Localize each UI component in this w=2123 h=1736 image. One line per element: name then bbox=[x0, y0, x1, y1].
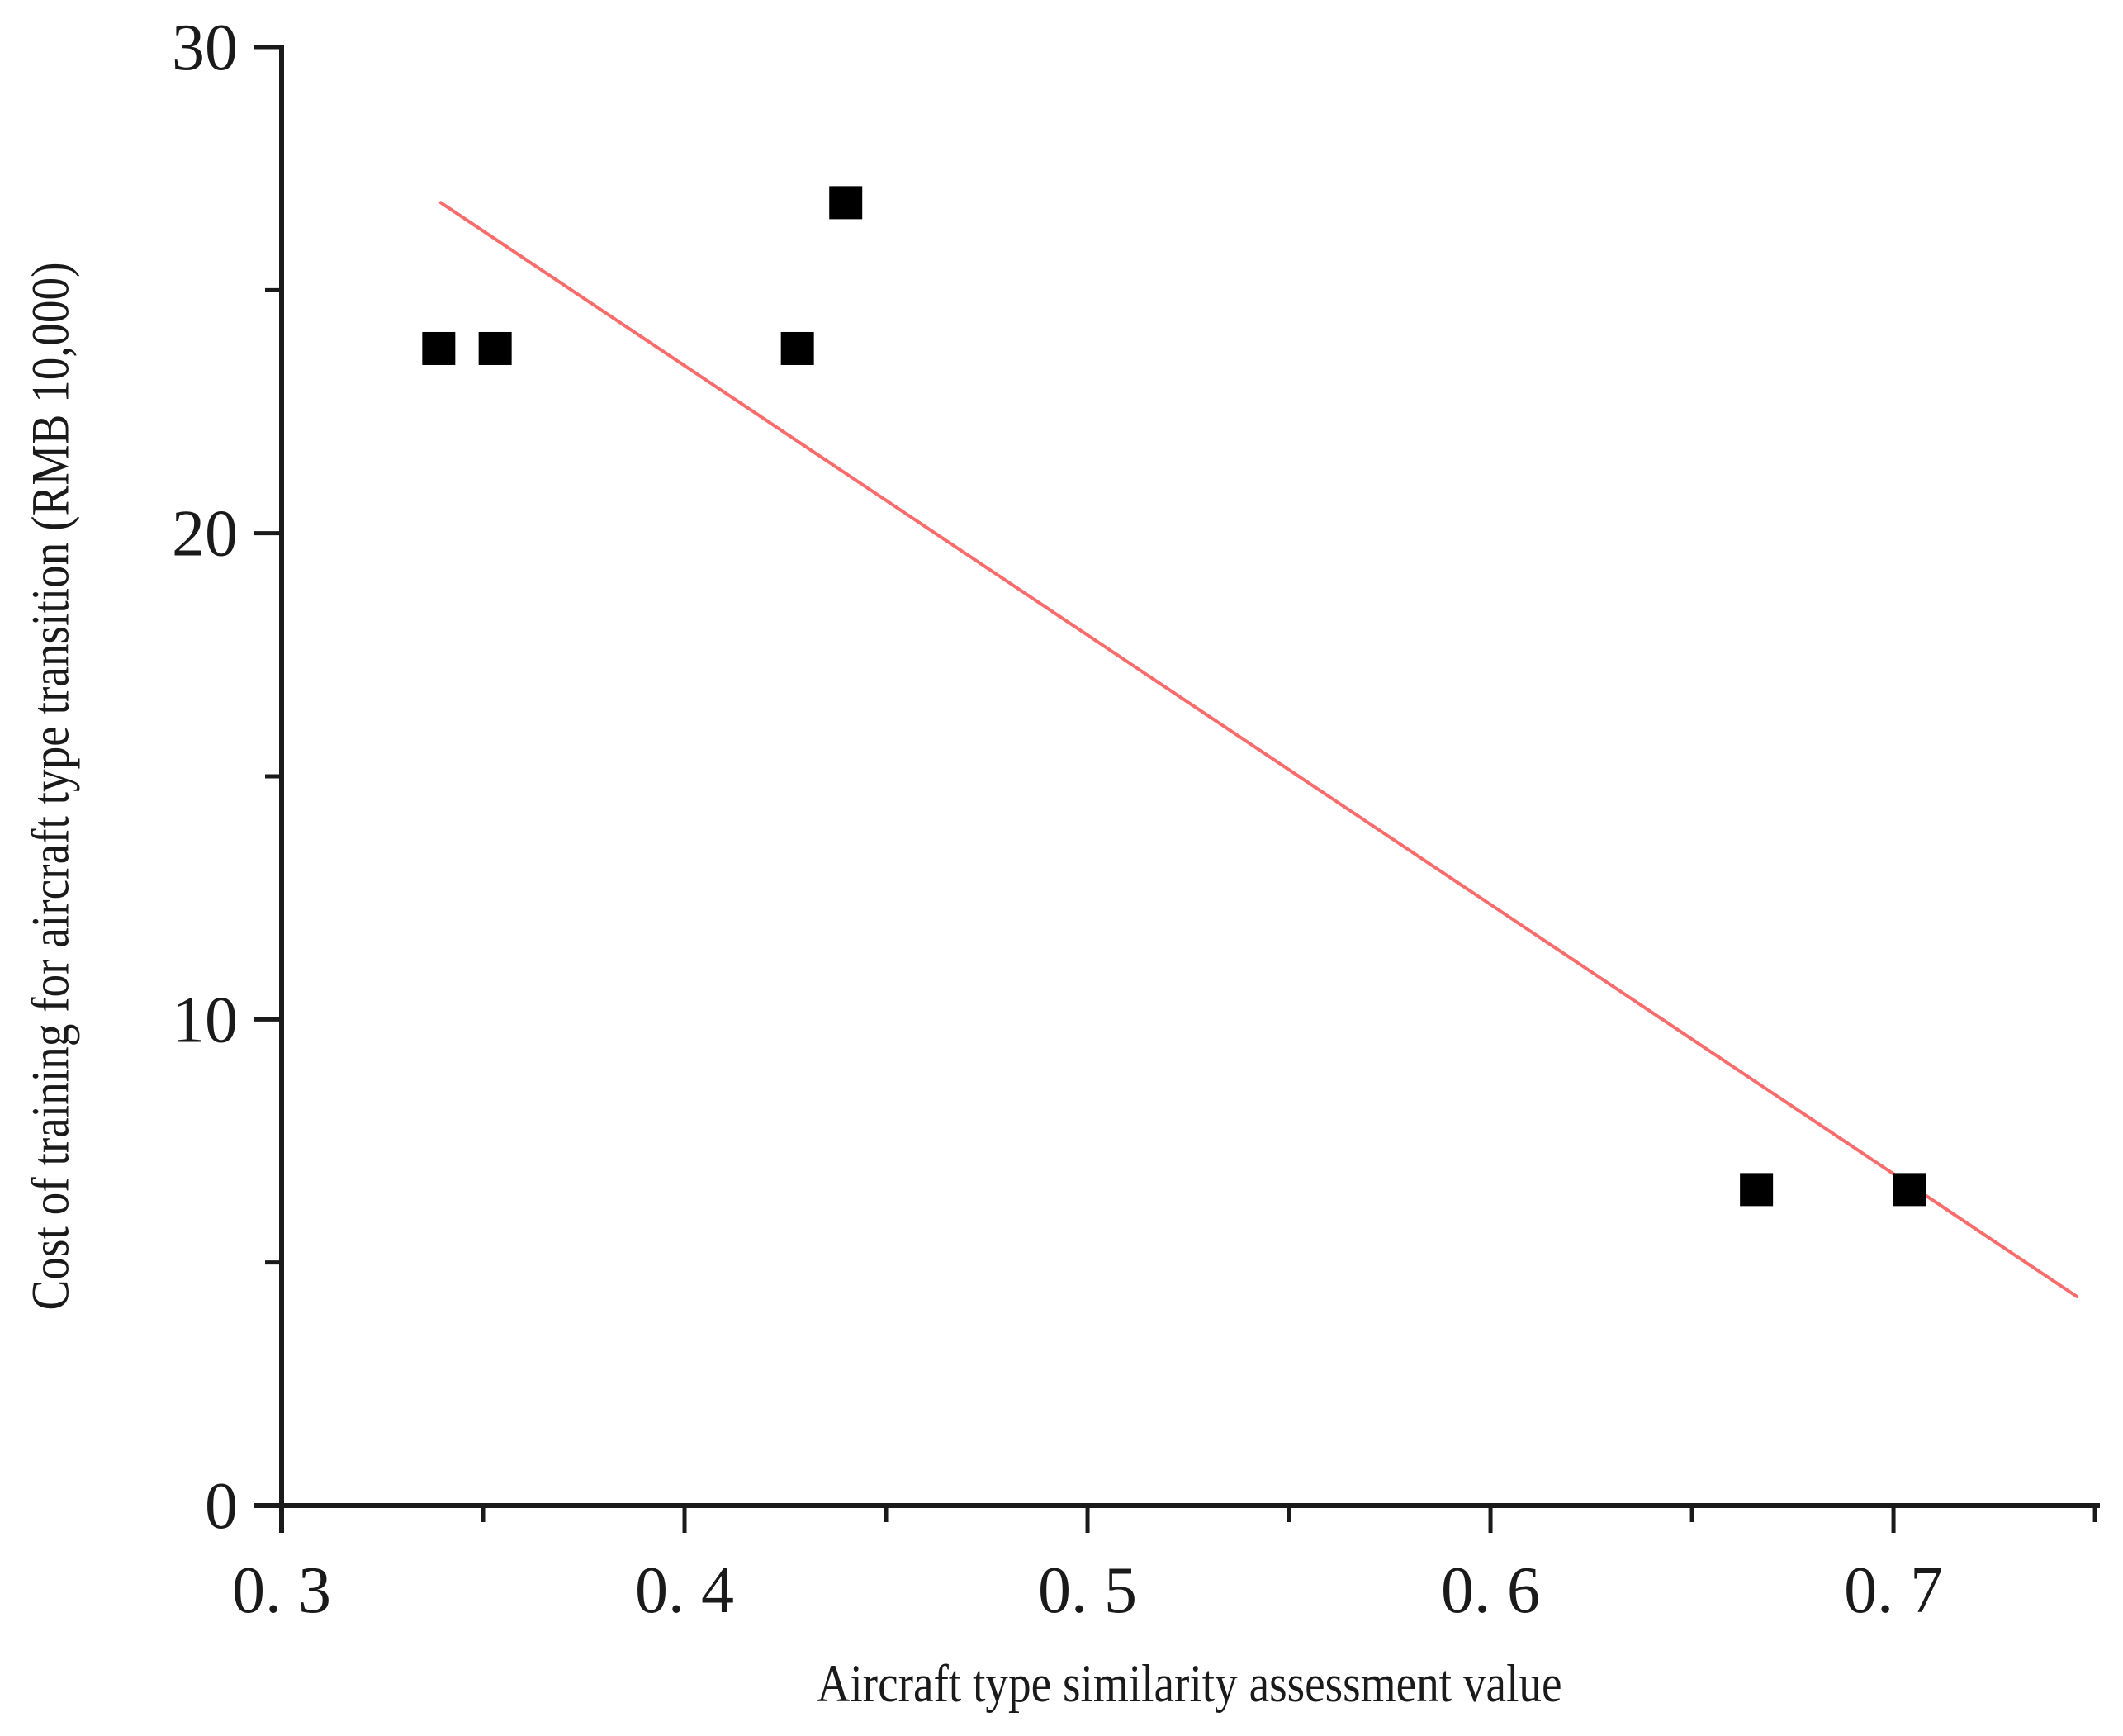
data-point bbox=[829, 186, 863, 220]
data-point bbox=[1740, 1173, 1774, 1207]
y-tick-label: 10 bbox=[172, 984, 238, 1056]
y-tick-label: 0 bbox=[205, 1470, 238, 1543]
data-point bbox=[422, 331, 456, 365]
x-tick-label: 0. 7 bbox=[1844, 1554, 1943, 1627]
data-point bbox=[1893, 1173, 1926, 1207]
y-tick-label: 30 bbox=[172, 12, 238, 84]
trendline bbox=[438, 201, 2079, 1298]
x-tick-label: 0. 5 bbox=[1038, 1554, 1137, 1627]
x-tick-label: 0. 3 bbox=[232, 1554, 331, 1627]
data-point bbox=[478, 331, 512, 365]
data-point bbox=[780, 331, 814, 365]
x-tick-label: 0. 4 bbox=[635, 1554, 734, 1627]
y-axis-title: Cost of training for aircraft type trans… bbox=[21, 262, 81, 1311]
x-axis-title: Aircraft type similarity assessment valu… bbox=[817, 1654, 1562, 1714]
y-tick-label: 20 bbox=[172, 498, 238, 571]
x-tick-label: 0. 6 bbox=[1441, 1554, 1540, 1627]
